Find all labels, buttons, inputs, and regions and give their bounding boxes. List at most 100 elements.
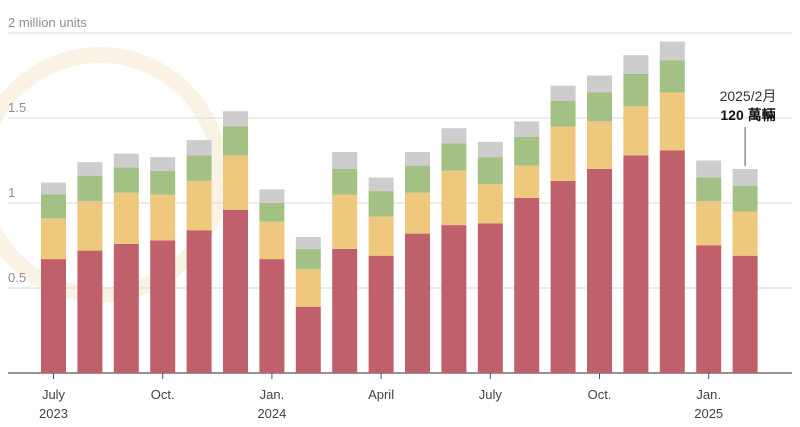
bar-segment [550,180,576,373]
bar-segment [696,160,722,178]
bars [41,41,758,373]
bar-segment [587,169,612,373]
bar-segment [223,155,248,210]
bar-segment [514,165,540,198]
bar-segment [295,269,321,307]
bar-segment [332,248,358,373]
bar-segment [514,136,540,166]
bar-segment [77,162,103,176]
bar-segment [405,192,430,234]
bar-segment [514,121,540,137]
x-tick-year-label: 2024 [257,406,286,421]
bar-segment [259,203,285,222]
bar-segment [332,152,358,169]
bar-segment [150,194,176,241]
bar-segment [332,194,358,249]
bar-segment [623,55,649,74]
y-tick-label: 0.5 [8,270,26,285]
bar-segment [477,184,503,224]
bar-segment [113,153,139,168]
annotation-date: 2025/2月 [720,88,777,104]
bar-segment [659,92,685,151]
bar-segment [623,155,649,373]
bar-segment [295,237,321,249]
bar-segment [405,165,430,193]
bar-segment [441,225,467,373]
bar-segment [259,221,285,260]
bar-segment [223,111,248,127]
bar-segment [659,150,685,373]
bar-segment [477,141,503,158]
bar-segment [41,259,66,373]
bar-segment [550,101,576,127]
bar-segment [659,41,685,61]
x-tick-year-label: 2023 [39,406,68,421]
bar-segment [41,194,66,219]
y-tick-label: 1 [8,185,15,200]
bar-segment [732,169,758,186]
bar-segment [441,170,467,226]
bar-segment [514,197,540,373]
bar-segment [150,170,176,195]
bar-segment [295,248,321,270]
bar-segment [368,216,394,256]
bar-segment [696,177,722,202]
bar-segment [732,255,758,373]
x-axis-labels: July 2023 Oct. Jan. 2024 April July Oct. Jan. 202… [39,373,723,421]
x-tick-year-label: 2025 [694,406,723,421]
bar-segment [186,230,212,373]
bar-segment [696,201,722,246]
bar-segment [550,85,576,101]
bar-segment [368,177,394,192]
bar-segment [732,186,758,212]
bar-segment [77,175,103,202]
bar-segment [623,106,649,156]
bar-segment [441,128,467,144]
bar-segment [77,201,103,251]
bar-segment [732,211,758,256]
bar-segment [223,126,248,156]
bar-segment [405,233,430,373]
bar-segment [186,140,212,156]
bar-segment [223,209,248,373]
bar-segment [259,259,285,373]
bar-segment [368,255,394,373]
y-tick-label: 1.5 [8,100,26,115]
bar-segment [587,121,612,169]
bar-segment [186,155,212,181]
bar-segment [477,157,503,185]
bar-segment [332,169,358,195]
bar-segment [587,75,612,93]
bar-segment [150,157,176,171]
x-tick-label: Oct. [151,387,175,402]
x-tick-label: July [479,387,503,402]
bar-segment [113,243,139,373]
bar-segment [259,189,285,203]
y-axis-labels: 2 million units 1.5 1 0.5 [8,15,87,285]
bar-segment [477,223,503,373]
bar-segment [295,306,321,373]
bar-segment [150,240,176,373]
x-tick-label: April [368,387,394,402]
bar-segment [368,191,394,217]
y-tick-label: 2 million units [8,15,87,30]
bar-segment [587,92,612,122]
bar-segment [550,126,576,181]
bar-segment [113,167,139,193]
x-tick-label: July [42,387,66,402]
bar-segment [623,73,649,107]
annotation-value: 120 萬輛 [720,107,775,123]
bar-segment [77,250,103,373]
annotation: 2025/2月 120 萬輛 [720,88,777,166]
x-tick-label: Oct. [588,387,612,402]
bar-segment [441,143,467,171]
bar-segment [113,192,139,244]
bar-segment [696,245,722,373]
x-tick-label: Jan. [696,387,721,402]
bar-segment [659,60,685,93]
x-tick-label: Jan. [260,387,285,402]
bar-segment [186,180,212,231]
bar-segment [41,218,66,260]
bar-segment [405,152,430,166]
